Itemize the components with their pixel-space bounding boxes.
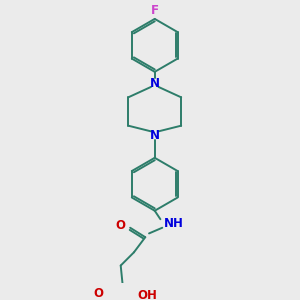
Text: O: O xyxy=(116,219,125,232)
Text: OH: OH xyxy=(138,289,158,300)
Text: F: F xyxy=(151,4,159,17)
Text: NH: NH xyxy=(164,218,184,230)
Text: O: O xyxy=(94,287,104,300)
Text: N: N xyxy=(150,129,160,142)
Text: N: N xyxy=(150,77,160,90)
